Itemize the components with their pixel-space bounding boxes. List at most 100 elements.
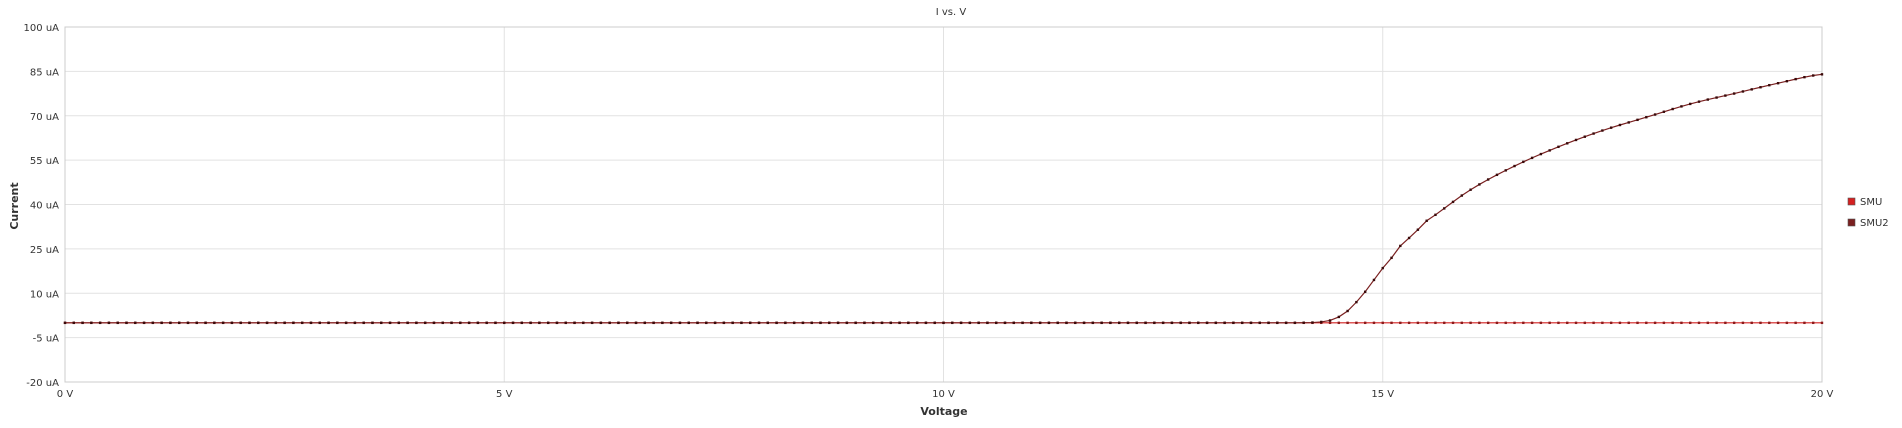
- data-point: [169, 321, 172, 325]
- data-point: [590, 321, 594, 325]
- data-point: [1776, 82, 1780, 85]
- data-point: [1706, 98, 1709, 101]
- data-point: [1724, 94, 1727, 97]
- data-point: [1337, 315, 1341, 319]
- data-point: [186, 321, 190, 325]
- data-point: [1539, 321, 1543, 325]
- data-point: [72, 321, 75, 325]
- data-point: [1047, 321, 1051, 325]
- data-point: [362, 321, 365, 325]
- data-point: [248, 321, 251, 325]
- data-point: [863, 321, 866, 325]
- data-point: [582, 321, 585, 325]
- data-point: [1732, 92, 1736, 95]
- data-point: [503, 321, 506, 325]
- data-point: [1416, 321, 1420, 325]
- data-point: [1258, 321, 1261, 325]
- data-point: [221, 321, 225, 325]
- data-point: [467, 321, 471, 325]
- data-point: [889, 321, 892, 325]
- data-point: [98, 321, 102, 325]
- data-point: [1399, 244, 1402, 248]
- data-point: [371, 321, 374, 325]
- data-point: [784, 321, 787, 325]
- data-point: [520, 321, 524, 325]
- data-point: [845, 321, 849, 325]
- data-point: [1082, 321, 1086, 325]
- data-point: [1381, 321, 1384, 325]
- data-point: [977, 321, 980, 325]
- data-point: [441, 321, 444, 325]
- data-point: [1478, 183, 1481, 186]
- data-point: [63, 321, 67, 325]
- data-point: [1109, 321, 1112, 325]
- y-axis: -20 uA -5 uA 10 uA 25 uA 40 uA 55 uA 70 uA 85 u…: [24, 23, 60, 389]
- data-point: [1627, 121, 1630, 124]
- data-point: [1539, 152, 1543, 156]
- data-point: [1768, 321, 1771, 325]
- data-point: [1030, 321, 1033, 325]
- data-point: [309, 321, 313, 325]
- data-point: [388, 321, 392, 325]
- data-point: [107, 321, 111, 325]
- data-point: [1759, 86, 1762, 89]
- data-point: [661, 321, 664, 325]
- y-tick-label: -5 uA: [33, 334, 59, 345]
- y-tick-label: -20 uA: [26, 378, 59, 389]
- data-point: [125, 321, 128, 325]
- data-point: [1434, 321, 1437, 325]
- data-point: [1776, 321, 1780, 325]
- x-tick-label: 0 V: [57, 389, 74, 400]
- data-point: [160, 321, 163, 325]
- data-point: [713, 321, 717, 325]
- data-point: [1636, 118, 1639, 122]
- data-point: [1372, 321, 1376, 325]
- data-point: [1495, 173, 1499, 177]
- data-point: [494, 321, 497, 325]
- data-point: [1785, 79, 1789, 83]
- data-point: [344, 321, 348, 325]
- data-point: [1161, 321, 1165, 325]
- data-point: [1732, 321, 1736, 325]
- data-point: [1302, 321, 1305, 324]
- data-point: [1653, 321, 1657, 325]
- data-point: [116, 321, 119, 325]
- data-point: [687, 321, 690, 325]
- data-point: [318, 321, 321, 325]
- data-point: [1355, 321, 1358, 325]
- data-point: [538, 321, 541, 325]
- data-point: [1495, 321, 1499, 325]
- data-point: [1557, 321, 1560, 325]
- data-point: [336, 321, 339, 325]
- data-point: [1451, 200, 1455, 204]
- data-point: [1689, 102, 1692, 106]
- data-point: [1689, 321, 1692, 325]
- data-point: [274, 321, 278, 325]
- data-point: [1601, 321, 1604, 325]
- series-smu2: [63, 73, 1824, 325]
- data-point: [1513, 164, 1516, 168]
- data-point: [1214, 321, 1218, 325]
- data-point: [1715, 321, 1718, 325]
- data-point: [775, 321, 778, 325]
- x-tick-label: 20 V: [1811, 389, 1834, 400]
- data-point: [1566, 321, 1569, 325]
- plot-area: [64, 26, 1823, 383]
- data-point: [1636, 321, 1639, 325]
- data-point: [1486, 321, 1490, 325]
- data-point: [1680, 105, 1683, 108]
- data-point: [230, 321, 234, 325]
- x-axis-title: Voltage: [920, 405, 967, 418]
- data-point: [283, 321, 286, 325]
- data-point: [1724, 321, 1727, 325]
- data-point: [1240, 321, 1244, 325]
- data-point: [1451, 321, 1455, 325]
- data-point: [924, 321, 928, 325]
- data-point: [1425, 321, 1428, 325]
- data-point: [573, 321, 576, 325]
- data-point: [1205, 321, 1209, 325]
- data-point: [1812, 321, 1815, 325]
- data-point: [995, 321, 998, 325]
